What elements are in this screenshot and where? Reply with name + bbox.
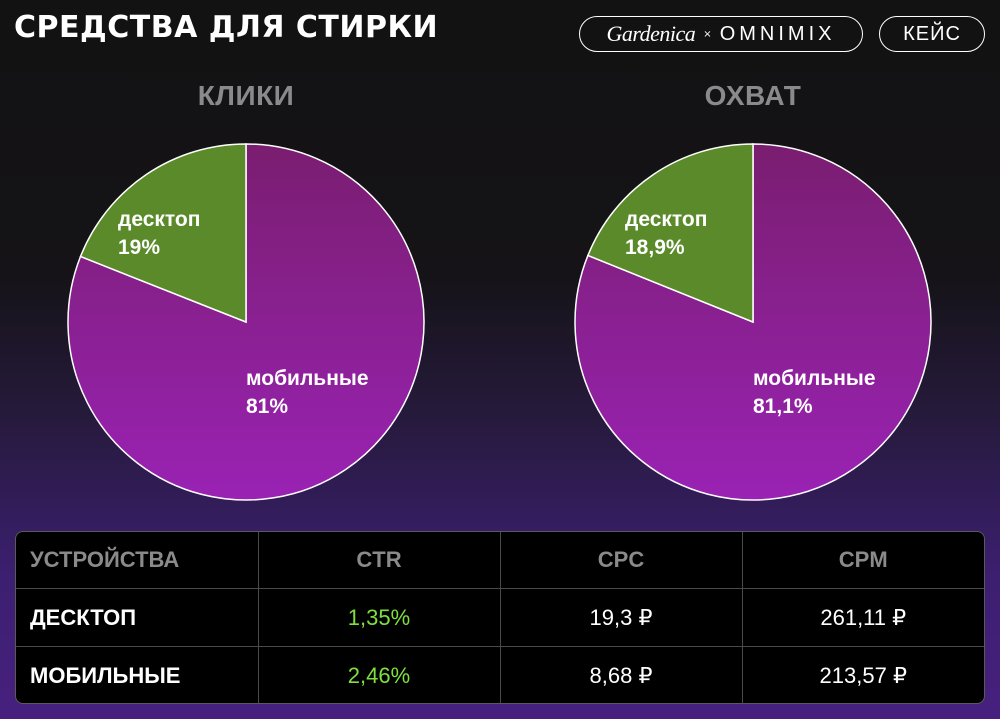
slice-label-desktop: десктоп [118,208,200,231]
mobile-cpm: 213,57 ₽ [819,662,907,688]
pie-slice-desktop [79,143,247,324]
desktop-ctr: 1,35% [258,588,501,647]
slice-label-desktop: десктоп [625,208,707,231]
gardenica-logo: Gardenica [606,21,696,46]
brand-badge: Gardenica × OMNIMIX [579,16,863,52]
row-label-desktop: ДЕСКТОП [16,588,259,647]
slice-value-desktop: 18,9% [625,236,685,259]
reach-chart-title: ОХВАТ [704,80,802,111]
column-header-cpc: CPC [500,532,743,589]
pie-slice-mobile [574,143,932,501]
row-label-mobile: МОБИЛЬНЫЕ [16,646,259,703]
case-badge: КЕЙС [879,16,985,52]
mobile-cpc: 8,68 ₽ [500,646,743,703]
slice-value-mobile: 81% [246,395,288,418]
clicks-pie-chart: мобильные 81% десктоп 19% [67,143,425,501]
table-row-desktop: ДЕСКТОП 1,35% 19,3 ₽ 261,11 ₽ [16,588,984,647]
column-header-ctr: CTR [258,532,501,589]
table-header-row: УСТРОЙСТВА CTR CPC CPM [16,532,984,589]
slice-label-mobile: мобильные [753,367,876,390]
pie-slice-desktop [586,143,754,324]
reach-pie-chart: мобильные 81,1% десктоп 18,9% [574,143,932,501]
brand-separator: × [703,28,712,40]
clicks-chart-title: КЛИКИ [197,80,295,111]
desktop-cpc: 19,3 ₽ [500,588,743,647]
column-header-cpm: CPM [742,532,984,589]
omnimix-logo: OMNIMIX [719,22,836,45]
slice-value-mobile: 81,1% [753,395,813,418]
pie-slice-mobile [67,143,425,501]
column-header-devices: УСТРОЙСТВА [16,532,259,589]
table-row-mobile: МОБИЛЬНЫЕ 2,46% 8,68 ₽ 213,57 ₽ [16,646,984,703]
mobile-ctr: 2,46% [258,646,501,703]
slice-label-mobile: мобильные [246,367,369,390]
page-title: СРЕДСТВА ДЛЯ СТИРКИ [14,10,439,45]
desktop-cpm: 261,11 ₽ [742,588,984,647]
slice-value-desktop: 19% [118,236,160,259]
metrics-table: УСТРОЙСТВА CTR CPC CPM ДЕСКТОП 1,35% 19,… [15,531,985,704]
